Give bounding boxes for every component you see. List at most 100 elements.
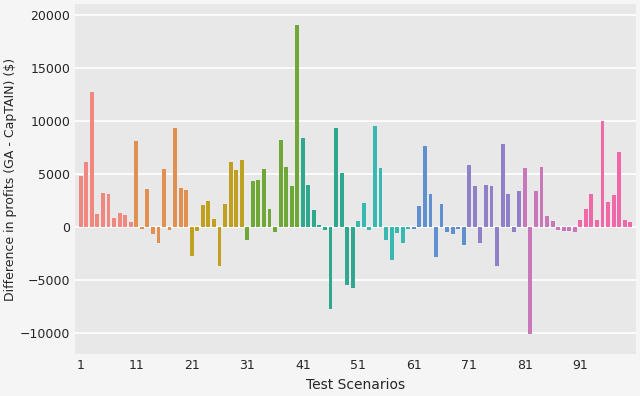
Bar [440,204,444,227]
Bar [145,189,149,227]
Bar [184,190,188,227]
Bar [401,227,404,243]
Bar [512,227,516,232]
Bar [228,162,232,227]
Bar [173,128,177,227]
Bar [162,169,166,227]
Bar [268,209,271,227]
Bar [351,227,355,287]
Bar [529,227,532,334]
Bar [245,227,249,240]
Bar [234,170,238,227]
Bar [90,92,94,227]
Bar [340,173,344,227]
Bar [490,186,493,227]
Bar [600,121,604,227]
Bar [434,227,438,257]
Bar [112,217,116,227]
Bar [257,180,260,227]
Bar [417,206,421,227]
Bar [317,225,321,227]
Bar [84,162,88,227]
Bar [284,167,288,227]
Bar [467,166,471,227]
Bar [456,227,460,229]
Bar [207,200,211,227]
Bar [506,194,510,227]
Bar [95,214,99,227]
Bar [556,227,560,230]
Bar [462,227,466,245]
Bar [562,227,566,231]
X-axis label: Test Scenarios: Test Scenarios [306,378,405,392]
Bar [134,141,138,227]
Y-axis label: Difference in profits (GA - CapTAIN) ($): Difference in profits (GA - CapTAIN) ($) [4,58,17,301]
Bar [328,227,332,309]
Bar [534,191,538,227]
Bar [390,227,394,260]
Bar [367,227,371,230]
Bar [223,204,227,227]
Bar [623,220,627,227]
Bar [473,186,477,227]
Bar [190,227,194,256]
Bar [151,227,155,234]
Bar [373,126,377,227]
Bar [79,176,83,227]
Bar [406,227,410,229]
Bar [307,185,310,227]
Bar [423,147,427,227]
Bar [290,186,294,227]
Bar [589,194,593,227]
Bar [606,202,610,227]
Bar [579,220,582,227]
Bar [612,195,616,227]
Bar [123,215,127,227]
Bar [240,160,244,227]
Bar [218,227,221,267]
Bar [195,227,199,231]
Bar [412,227,416,229]
Bar [301,138,305,227]
Bar [168,227,172,230]
Bar [545,217,549,227]
Bar [479,227,483,243]
Bar [451,227,454,234]
Bar [312,210,316,227]
Bar [334,128,338,227]
Bar [523,168,527,227]
Bar [295,25,299,227]
Bar [429,194,433,227]
Bar [584,209,588,227]
Bar [251,181,255,227]
Bar [273,227,277,232]
Bar [278,140,282,227]
Bar [212,219,216,227]
Bar [345,227,349,286]
Bar [106,194,111,227]
Bar [201,205,205,227]
Bar [573,227,577,232]
Bar [484,185,488,227]
Bar [628,222,632,227]
Bar [262,169,266,227]
Bar [356,221,360,227]
Bar [617,152,621,227]
Bar [567,227,571,231]
Bar [323,227,327,230]
Bar [395,227,399,233]
Bar [378,168,383,227]
Bar [495,227,499,267]
Bar [362,203,366,227]
Bar [129,222,132,227]
Bar [179,188,182,227]
Bar [595,220,599,227]
Bar [157,227,161,243]
Bar [540,167,543,227]
Bar [550,221,554,227]
Bar [445,227,449,232]
Bar [500,144,504,227]
Bar [101,193,105,227]
Bar [140,227,144,229]
Bar [517,191,521,227]
